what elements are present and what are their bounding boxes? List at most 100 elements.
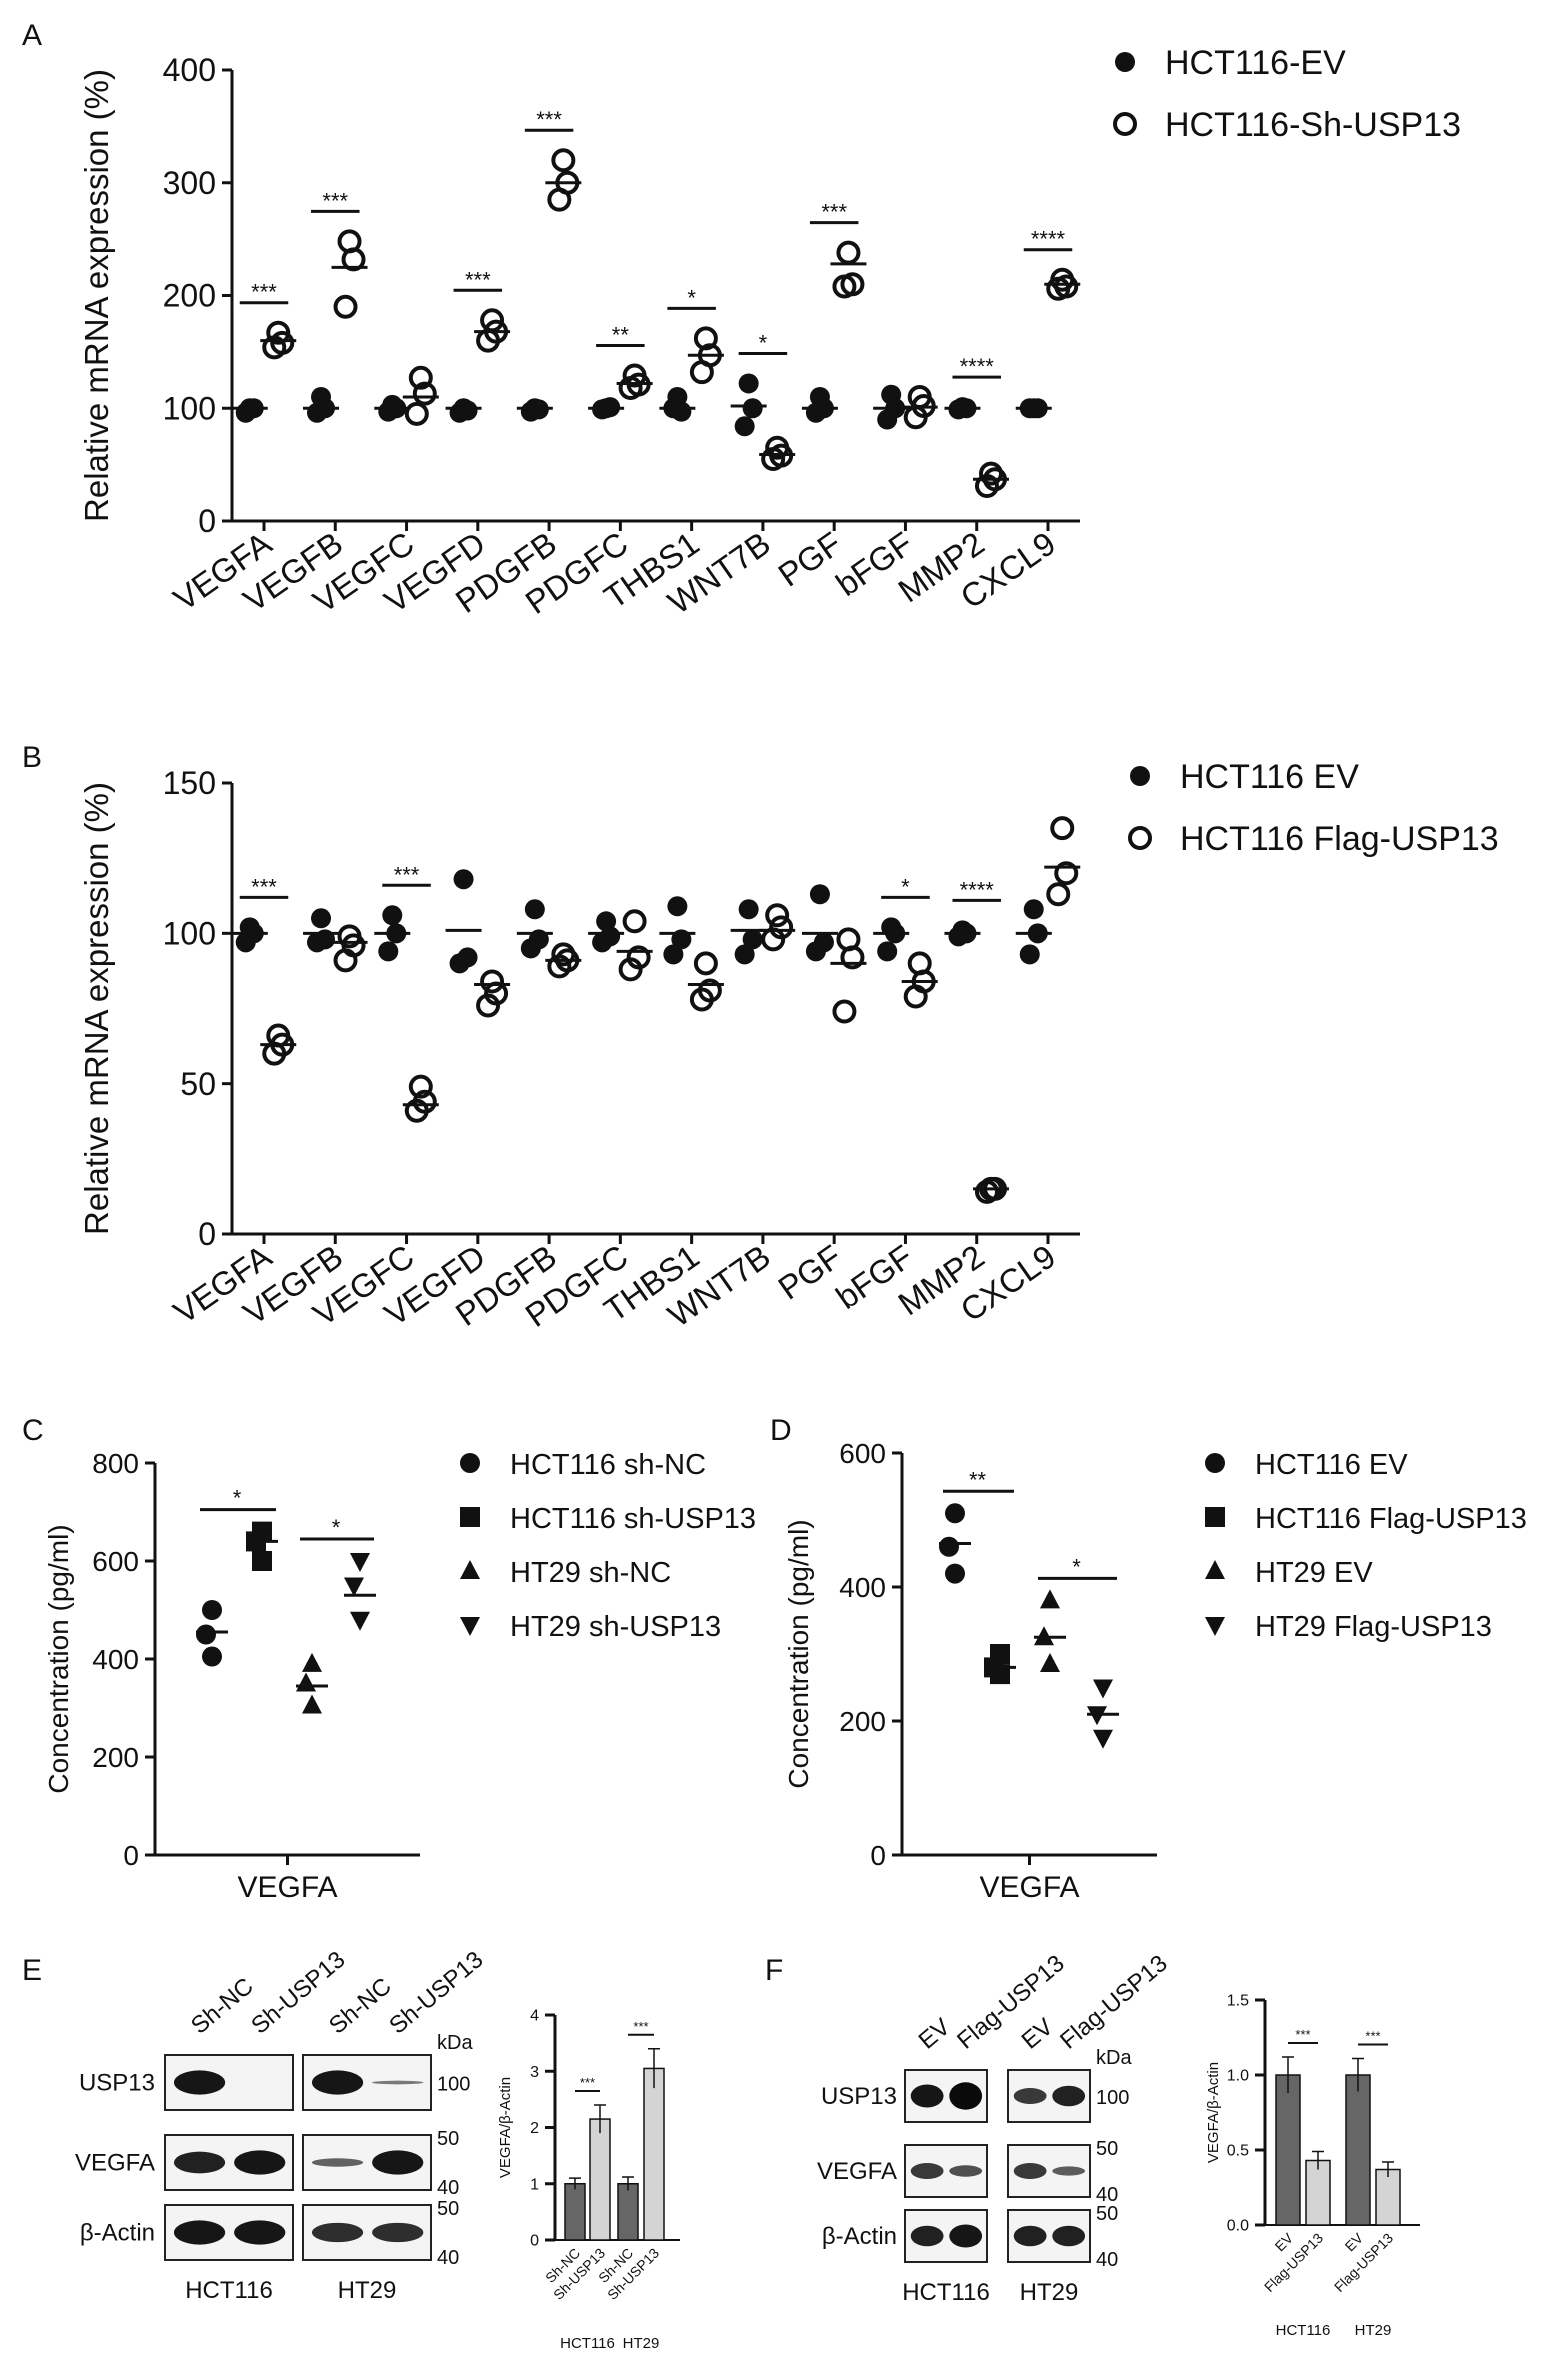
data-point xyxy=(592,932,613,953)
kda-label: kDa xyxy=(1096,2047,1132,2069)
blot-band xyxy=(910,2084,944,2108)
y-tick-label: 0 xyxy=(198,1216,216,1252)
data-point xyxy=(738,899,759,920)
panel-f: FEVFlag-USP13HCT116EVFlag-USP13HT29USP13… xyxy=(765,1950,1420,2339)
legend-marker xyxy=(460,1507,480,1527)
y-tick-label: 2 xyxy=(530,2120,539,2137)
data-point xyxy=(480,969,505,994)
panel-label: C xyxy=(22,1414,44,1447)
size-marker: 50 xyxy=(1096,2138,1118,2160)
legend-marker xyxy=(1205,1507,1225,1527)
blot-band xyxy=(311,2158,364,2167)
data-point xyxy=(663,944,684,965)
blot-band xyxy=(1052,2225,1086,2247)
row-label: β-Actin xyxy=(822,2223,897,2250)
data-point xyxy=(520,401,541,422)
significance-label: *** xyxy=(322,188,348,213)
legend-label: HCT116 sh-USP13 xyxy=(510,1503,756,1535)
data-point xyxy=(344,1577,364,1597)
lane-label: EV xyxy=(914,2013,956,2054)
data-point xyxy=(350,1553,370,1572)
legend-marker xyxy=(460,1453,480,1473)
y-tick-label: 400 xyxy=(839,1572,886,1603)
data-point xyxy=(945,1563,965,1584)
panel-label: F xyxy=(765,1954,783,1987)
lane-label: Flag-USP13 xyxy=(1055,1950,1173,2055)
blot-band xyxy=(949,2224,983,2248)
lane-label: Sh-NC xyxy=(186,1973,259,2040)
size-marker: 40 xyxy=(437,2247,459,2269)
data-point xyxy=(689,360,714,385)
legend-marker xyxy=(460,1617,480,1636)
data-point xyxy=(761,446,786,471)
legend-marker xyxy=(1128,826,1152,850)
group-label: HCT116 xyxy=(560,2335,615,2352)
y-tick-label: 200 xyxy=(92,1742,139,1773)
significance-label: *** xyxy=(821,200,847,225)
row-label: USP13 xyxy=(821,2083,897,2110)
data-point xyxy=(945,1503,965,1524)
significance-label: **** xyxy=(960,877,995,902)
y-axis-title: Concentration (pg/ml) xyxy=(43,1524,74,1793)
y-tick-label: 100 xyxy=(163,390,216,426)
y-axis-title: VEGFA/β-Actin xyxy=(497,2077,514,2178)
blot-band xyxy=(910,2225,944,2247)
cell-line-label: HT29 xyxy=(338,2277,397,2304)
data-point xyxy=(302,1694,322,1714)
size-marker: 100 xyxy=(1096,2087,1129,2109)
y-tick-label: 0.5 xyxy=(1227,2143,1249,2160)
data-point xyxy=(990,1664,1010,1685)
significance-label: *** xyxy=(251,874,277,899)
y-tick-label: 0 xyxy=(123,1840,139,1871)
size-marker: 40 xyxy=(1096,2184,1118,2206)
data-point xyxy=(832,274,857,299)
data-point xyxy=(689,987,714,1012)
size-marker: 40 xyxy=(1096,2249,1118,2271)
data-point xyxy=(1019,944,1040,965)
size-marker: 50 xyxy=(437,2198,459,2220)
data-point xyxy=(408,1074,433,1099)
size-marker: 40 xyxy=(437,2177,459,2199)
data-point xyxy=(382,905,403,926)
legend-label: HT29 sh-USP13 xyxy=(510,1611,721,1643)
panel-label: E xyxy=(22,1954,42,1987)
data-point xyxy=(840,945,865,970)
y-tick-label: 1.5 xyxy=(1227,1993,1249,2010)
significance-label: *** xyxy=(633,2019,648,2034)
data-point xyxy=(252,1551,272,1571)
data-point xyxy=(1046,882,1071,907)
data-point xyxy=(1054,861,1079,886)
significance-label: *** xyxy=(1365,2029,1380,2044)
kda-label: kDa xyxy=(437,2032,473,2054)
blot-band xyxy=(910,2162,944,2180)
data-point xyxy=(551,148,576,173)
data-point xyxy=(667,896,688,917)
data-point xyxy=(974,1179,999,1204)
data-point xyxy=(333,294,358,319)
y-axis-title: VEGFA/β-Actin xyxy=(1205,2062,1222,2163)
panel-c: C 0 200 400 600 800 VEGFA Concentration (pg/ml)… xyxy=(22,1414,756,1904)
data-point xyxy=(476,993,501,1018)
y-tick-label: 0.0 xyxy=(1227,2218,1249,2235)
data-point xyxy=(202,1600,222,1620)
data-point xyxy=(1040,1653,1060,1673)
data-point xyxy=(618,375,643,400)
blot-band xyxy=(234,2220,286,2245)
blot-band xyxy=(173,2151,226,2174)
data-point xyxy=(202,1646,222,1667)
blot-band xyxy=(1013,2225,1047,2247)
data-point xyxy=(693,951,718,976)
data-point xyxy=(1093,1729,1113,1749)
data-point xyxy=(622,909,647,934)
bar xyxy=(617,2183,639,2241)
legend-label: HT29 EV xyxy=(1255,1557,1373,1589)
y-tick-label: 1.0 xyxy=(1227,2068,1249,2085)
y-tick-label: 400 xyxy=(92,1644,139,1675)
y-tick-label: 300 xyxy=(163,165,216,201)
y-tick-label: 1 xyxy=(530,2176,539,2193)
size-marker: 100 xyxy=(437,2074,470,2096)
data-point xyxy=(302,1652,322,1672)
